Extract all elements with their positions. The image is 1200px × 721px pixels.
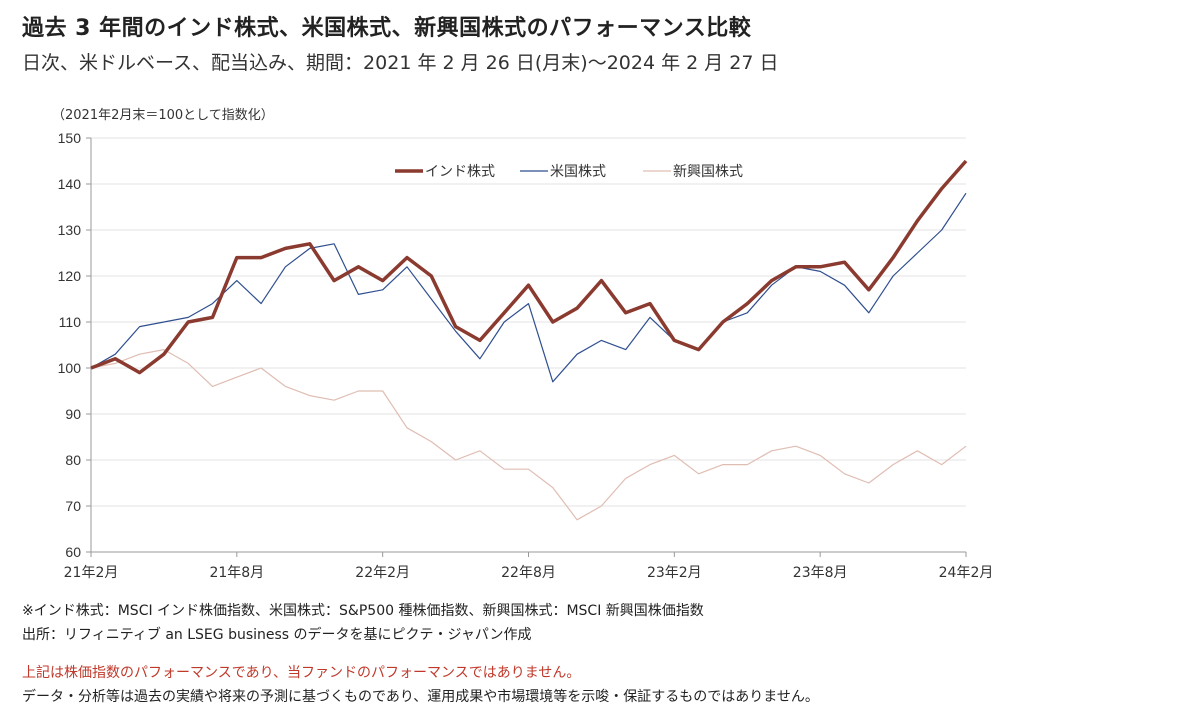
x-tick-label: 22年2月 — [355, 565, 410, 581]
x-tick-label: 24年2月 — [939, 565, 994, 581]
y-tick-label: 130 — [58, 222, 82, 238]
y-tick-label: 70 — [65, 498, 81, 514]
x-tick-label: 21年2月 — [64, 565, 119, 581]
y-tick-label: 100 — [58, 360, 82, 376]
legend-label: インド株式 — [425, 164, 495, 180]
y-tick-label: 60 — [65, 544, 81, 560]
disclaimer-note: データ・分析等は過去の実績や将来の予測に基づくものであり、運用成果や市場環境等を… — [22, 689, 819, 705]
x-tick-label: 23年8月 — [793, 565, 848, 581]
source-note: ※インド株式：MSCI インド株価指数、米国株式：S&P500 種株価指数、新興… — [22, 603, 704, 619]
y-tick-label: 110 — [59, 314, 82, 330]
x-tick-label: 22年8月 — [501, 565, 556, 581]
chart-subtitle: 日次、米ドルベース、配当込み、期間：2021 年 2 月 26 日(月末)～20… — [22, 52, 779, 74]
chart-title: 過去 3 年間のインド株式、米国株式、新興国株式のパフォーマンス比較 — [22, 16, 752, 41]
y-tick-label: 120 — [58, 268, 82, 284]
legend-label: 新興国株式 — [673, 164, 743, 180]
series-line-emerging — [90, 349, 967, 521]
x-tick-label: 23年2月 — [647, 565, 702, 581]
legend-label: 米国株式 — [550, 164, 606, 180]
y-tick-label: 140 — [58, 176, 82, 192]
credit-note: 出所：リフィニティブ an LSEG business のデータを基にピクテ・ジ… — [22, 627, 532, 643]
warning-note: 上記は株価指数のパフォーマンスであり、当ファンドのパフォーマンスではありません。 — [22, 665, 581, 681]
series-line-india — [90, 159, 968, 375]
y-tick-label: 90 — [65, 406, 81, 422]
y-axis-label: （2021年2月末＝100として指数化） — [52, 108, 274, 123]
x-tick-label: 21年8月 — [209, 565, 264, 581]
y-tick-label: 80 — [65, 452, 81, 468]
y-tick-label: 150 — [58, 130, 82, 146]
series-line-us — [90, 192, 967, 383]
